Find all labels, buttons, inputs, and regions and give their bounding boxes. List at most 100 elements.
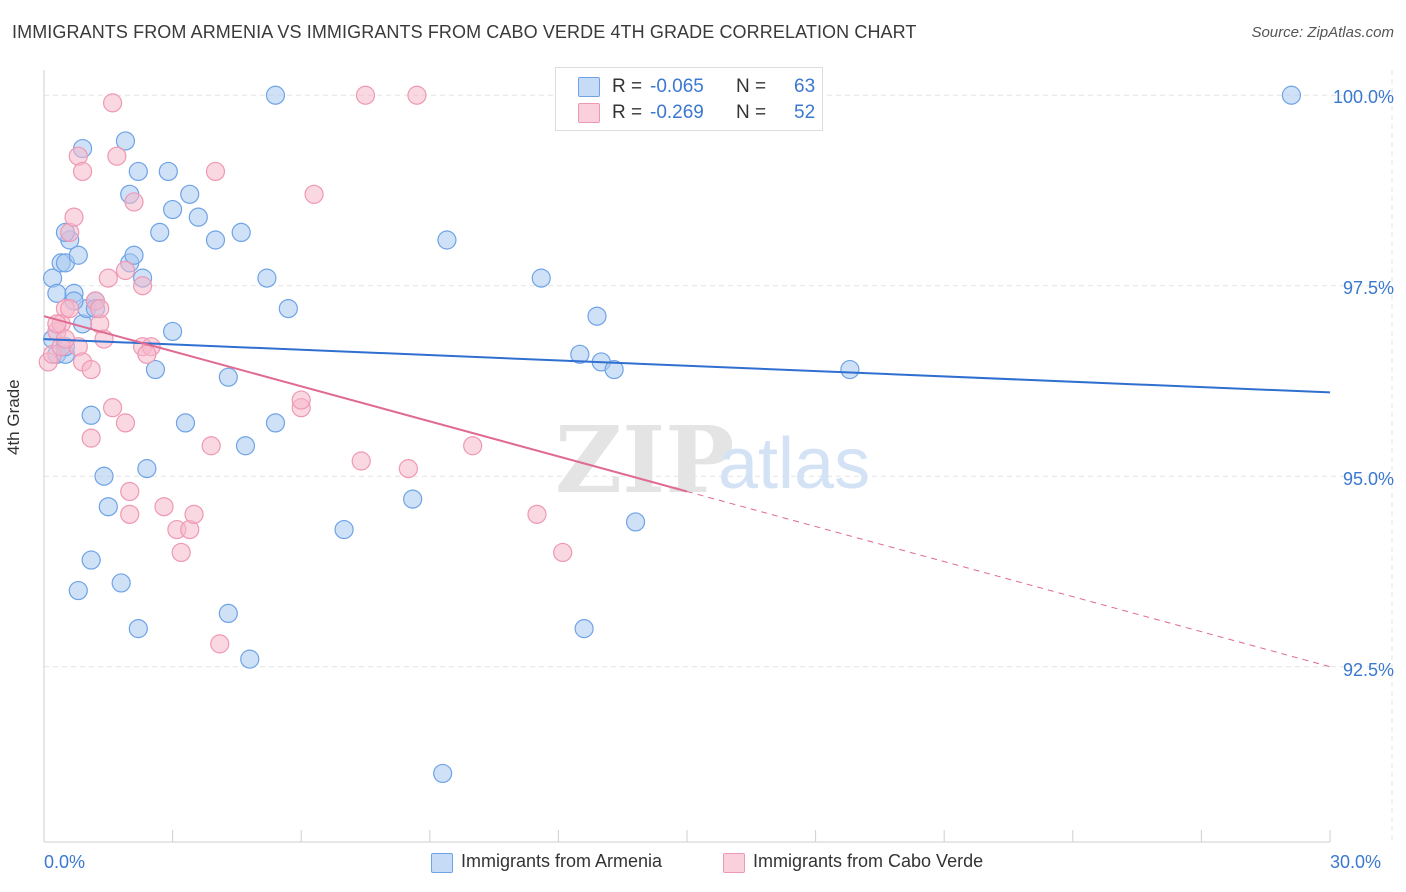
armenia-point <box>68 580 88 601</box>
legend-swatch-cabo-verde <box>723 853 745 873</box>
y-axis-label: 4th Grade <box>4 379 23 455</box>
armenia-point <box>574 619 594 639</box>
r-label: R = <box>612 76 643 97</box>
armenia-point <box>218 603 238 624</box>
armenia-point <box>124 245 144 265</box>
armenia-point <box>235 436 256 456</box>
armenia-point <box>231 222 251 242</box>
armenia-point <box>403 489 423 509</box>
armenia-point <box>625 512 646 532</box>
armenia-point <box>240 649 260 669</box>
armenia-point <box>94 466 114 486</box>
legend-label-armenia: Immigrants from Armenia <box>461 851 663 871</box>
armenia-point <box>265 85 286 105</box>
armenia-point <box>265 413 286 433</box>
cabo-verde-point <box>124 192 144 212</box>
armenia-point <box>128 161 148 182</box>
x-tick-max: 30.0% <box>1330 852 1382 872</box>
cabo-verde-point <box>102 398 123 418</box>
armenia-point <box>163 321 183 342</box>
armenia-point <box>840 359 860 380</box>
cabo-verde-point <box>210 634 230 654</box>
armenia-point <box>128 619 148 639</box>
armenia-point <box>98 497 118 517</box>
armenia-point <box>334 519 354 540</box>
cabo-verde-point <box>90 299 110 319</box>
cabo-verde-point <box>81 428 101 448</box>
watermark-atlas: atlas <box>718 424 870 504</box>
armenia-point <box>175 413 196 433</box>
armenia-point <box>111 573 131 593</box>
armenia-point <box>531 268 551 288</box>
cabo-verde-point <box>205 161 226 182</box>
legend-label-cabo-verde: Immigrants from Cabo Verde <box>753 851 984 871</box>
n-label: N = <box>736 102 767 123</box>
stats-legend: R = -0.065 N = 63 R = -0.269 N = 52 <box>555 67 823 131</box>
armenia-point <box>68 245 88 265</box>
n-value: 52 <box>794 102 816 123</box>
armenia-point <box>145 359 166 380</box>
armenia-point <box>218 367 238 387</box>
source-label: Source: ZipAtlas.com <box>1251 24 1394 41</box>
armenia-point <box>257 268 277 288</box>
r-value: -0.065 <box>650 76 704 97</box>
cabo-verde-point <box>553 542 573 563</box>
cabo-verde-point <box>98 268 118 288</box>
cabo-verde-point <box>527 504 547 524</box>
armenia-point <box>163 199 183 220</box>
cabo-verde-point <box>137 344 157 364</box>
watermark-zip: ZIP <box>555 406 734 514</box>
cabo-verde-point <box>355 85 376 105</box>
armenia-point <box>81 405 101 425</box>
cabo-verde-point <box>115 413 136 433</box>
cabo-verde-point <box>72 161 93 182</box>
armenia-point <box>278 299 298 319</box>
n-label: N = <box>736 76 767 97</box>
cabo-verde-point <box>64 207 84 227</box>
armenia-point <box>188 207 208 227</box>
armenia-point <box>1281 85 1302 105</box>
armenia-point <box>115 131 136 151</box>
n-value: 63 <box>794 76 816 97</box>
armenia-point <box>205 230 226 250</box>
cabo-verde-trend-line-extension <box>686 490 1331 668</box>
cabo-verde-point <box>120 504 140 524</box>
armenia-point <box>158 161 178 182</box>
y-tick-92-5: 92.5% <box>1342 660 1394 680</box>
y-tick-95: 95.0% <box>1342 469 1394 489</box>
legend-swatch-armenia <box>431 853 453 873</box>
cabo-verde-point <box>115 260 136 281</box>
cabo-verde-point <box>171 542 191 563</box>
armenia-swatch <box>578 77 600 97</box>
cabo-verde-point <box>60 299 80 319</box>
cabo-verde-point <box>81 359 101 380</box>
armenia-point <box>604 359 624 380</box>
armenia-point <box>81 550 101 570</box>
cabo-verde-point <box>184 504 204 524</box>
chart-title: IMMIGRANTS FROM ARMENIA VS IMMIGRANTS FR… <box>12 22 917 42</box>
y-tick-97-5: 97.5% <box>1342 278 1394 298</box>
cabo-verde-point <box>120 481 140 502</box>
x-tick-min: 0.0% <box>44 852 86 872</box>
armenia-point <box>180 184 200 204</box>
cabo-verde-point <box>154 497 174 517</box>
armenia-point <box>137 459 157 479</box>
armenia-point <box>433 763 453 784</box>
armenia-point <box>570 344 590 364</box>
grid-lines <box>44 70 1393 842</box>
axes <box>43 70 1331 843</box>
cabo-verde-point <box>351 451 371 471</box>
trend-lines <box>43 315 1331 668</box>
cabo-verde-point <box>201 436 221 456</box>
r-value: -0.269 <box>650 102 704 123</box>
armenia-point <box>150 222 170 242</box>
armenia-trend-line <box>43 338 1331 394</box>
y-tick-100: 100.0% <box>1332 87 1394 107</box>
cabo-verde-point <box>398 459 418 479</box>
armenia-point <box>437 230 457 250</box>
cabo-verde-point <box>463 436 483 456</box>
cabo-verde-swatch <box>578 103 600 123</box>
data-points <box>38 85 1302 784</box>
cabo-verde-point <box>407 85 427 105</box>
